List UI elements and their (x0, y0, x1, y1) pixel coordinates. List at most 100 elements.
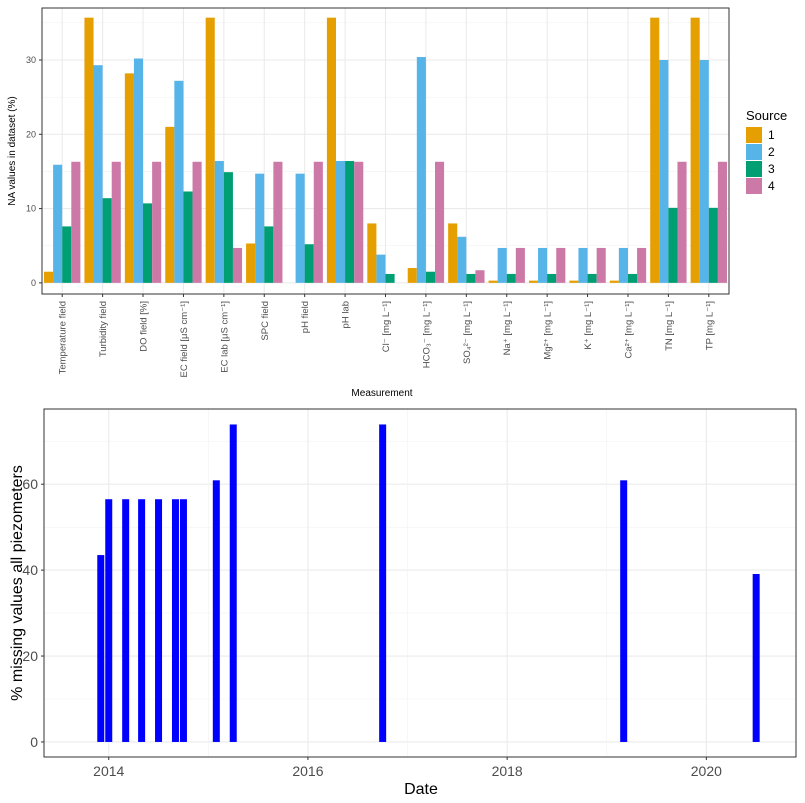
bar-series-2 (699, 60, 709, 283)
bar-series-2 (214, 161, 224, 283)
bar (229, 424, 237, 742)
y-axis-label: NA values in dataset (%) (7, 96, 18, 206)
legend-key-1 (746, 127, 762, 143)
y-tick-label: 10 (26, 204, 36, 214)
bar-series-2 (416, 57, 426, 283)
bar-series-3 (304, 244, 314, 283)
legend-key-2 (746, 144, 762, 160)
y-tick-label: 0 (30, 734, 38, 750)
bar-series-4 (677, 161, 687, 283)
bar-series-1 (165, 126, 175, 283)
bar-series-4 (152, 161, 162, 283)
bar-series-2 (376, 254, 386, 283)
bar-series-3 (62, 226, 72, 283)
y-tick-label: 20 (22, 648, 38, 664)
bar-series-2 (133, 58, 144, 283)
bar-series-1 (690, 17, 700, 283)
x-tick-label: 2014 (93, 763, 124, 779)
x-tick-label: 2020 (691, 763, 722, 779)
y-axis-label: % missing values all piezometers (9, 465, 26, 701)
bar (379, 424, 387, 742)
bar (179, 499, 187, 742)
x-tick-label: HCO₃⁻ [mg L⁻¹] (421, 301, 432, 368)
bar-series-4 (435, 161, 445, 283)
legend-title: Source (746, 108, 787, 123)
legend-label: 1 (768, 128, 775, 142)
bar-series-1 (367, 223, 377, 283)
bar-series-2 (618, 247, 628, 283)
bar-series-3 (708, 207, 718, 283)
bar (171, 499, 179, 742)
bar-series-3 (345, 161, 355, 283)
bar-series-1 (407, 268, 417, 283)
bar-series-2 (174, 80, 184, 283)
x-tick-label: Temperature field (58, 301, 69, 374)
bar-series-1 (124, 73, 134, 283)
x-tick-label: Turbidity field (98, 301, 109, 357)
bar-series-4 (313, 161, 323, 283)
bar-series-2 (659, 60, 669, 283)
x-tick-label: SO₄²⁻ [mg L⁻¹] (462, 301, 473, 364)
y-tick-label: 30 (26, 55, 36, 65)
bar-series-1 (84, 17, 94, 283)
x-tick-label: Ca²⁺ [mg L⁻¹] (623, 301, 634, 359)
bar-series-1 (326, 17, 336, 283)
x-tick-label: K⁺ [mg L⁻¹] (583, 301, 594, 350)
bar (752, 573, 760, 742)
bar-series-2 (497, 247, 507, 283)
bar-series-3 (425, 271, 436, 283)
x-tick-label: DO field [%] (139, 301, 150, 352)
x-tick-label: 2016 (292, 763, 323, 779)
y-ticks: 0 20 40 60 (22, 476, 44, 750)
bar-series-3 (143, 203, 153, 283)
x-tick-label: TP [mg L⁻¹] (704, 301, 715, 350)
bar-series-3 (385, 273, 395, 283)
bar-series-3 (466, 273, 476, 283)
bar-series-3 (506, 273, 516, 283)
bar-series-1 (569, 280, 579, 283)
bar-series-2 (295, 173, 305, 283)
missing-values-timeline-chart: 0 20 40 60 2014 2016 2018 2020 Date % missing … (9, 408, 797, 798)
bar-series-1 (488, 280, 498, 283)
bar-series-2 (578, 247, 588, 283)
bar-series-2 (335, 161, 346, 283)
legend-label: 2 (768, 145, 775, 159)
bar-series-1 (528, 280, 539, 283)
bar-series-1 (448, 223, 458, 283)
bar-series-2 (255, 173, 265, 283)
bars (44, 17, 727, 283)
legend-label: 3 (768, 162, 775, 176)
x-ticks: 2014 2016 2018 2020 (93, 757, 722, 779)
bar-series-1 (205, 17, 215, 283)
legend-label: 4 (768, 179, 775, 193)
y-tick-label: 60 (22, 476, 38, 492)
bar-series-1 (246, 243, 256, 283)
bar-series-4 (515, 247, 525, 283)
bar-series-4 (475, 270, 485, 283)
bar-series-3 (102, 198, 112, 283)
x-tick-label: EC field [μS cm⁻¹] (179, 301, 190, 377)
x-axis-label: Measurement (351, 388, 412, 399)
legend: Source 1 2 3 4 (746, 108, 787, 194)
x-axis-label: Date (404, 781, 438, 798)
bar-series-2 (53, 164, 63, 283)
bar-series-4 (232, 247, 243, 283)
x-tick-label: SPC field (260, 301, 271, 341)
legend-key-4 (746, 178, 762, 194)
bar (97, 555, 105, 742)
x-tick-label: Mg²⁺ [mg L⁻¹] (543, 301, 554, 360)
x-tick-label: 2018 (492, 763, 523, 779)
bar-series-3 (223, 172, 233, 283)
bar-series-4 (111, 161, 121, 283)
bar (620, 480, 628, 742)
x-tick-label: EC lab [μS cm⁻¹] (219, 301, 230, 373)
x-tick-label: Cl⁻ [mg L⁻¹] (381, 301, 392, 352)
bar-series-4 (717, 161, 727, 283)
bar-series-3 (587, 273, 597, 283)
x-tick-label: pH lab (341, 301, 352, 328)
bar (138, 499, 146, 742)
y-ticks: 0 10 20 30 (26, 55, 42, 288)
bar-series-2 (93, 65, 103, 283)
bar-series-3 (183, 191, 193, 283)
